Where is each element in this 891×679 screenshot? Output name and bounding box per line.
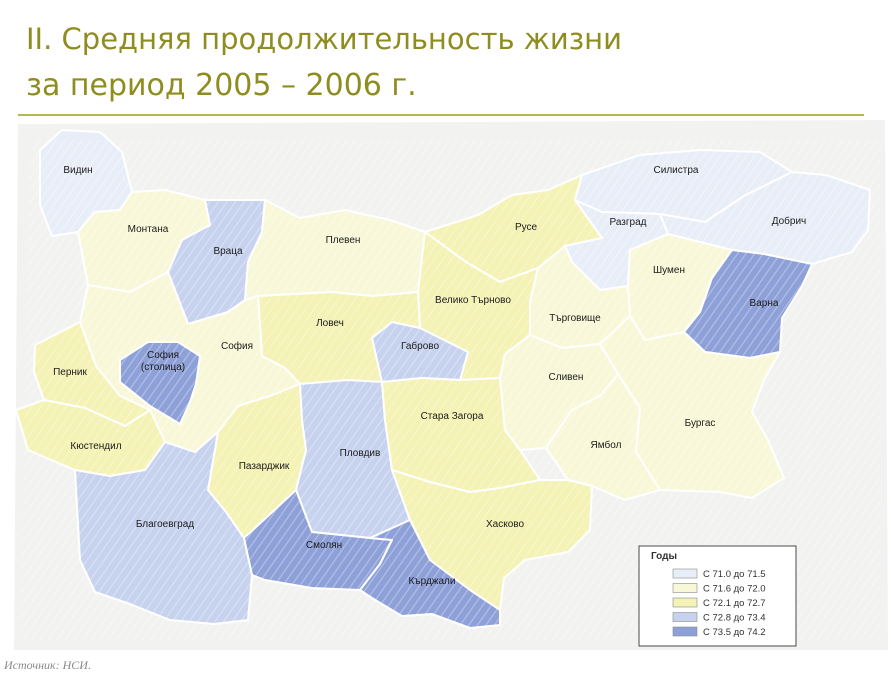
legend-label-4: С 72.8 до 73.4 (703, 613, 766, 624)
title-line-1: II. Средняя продолжительность жизни (26, 22, 622, 56)
legend-box (638, 545, 797, 647)
label-yambol: Ямбол (591, 439, 622, 451)
label-silistra: Силистра (654, 165, 699, 176)
label-sofia-city-capital: (столица) (141, 362, 185, 373)
label-haskovo: Хасково (486, 519, 524, 530)
legend-label-3: С 72.1 до 72.7 (703, 598, 766, 609)
legend-label-1: С 71.0 до 71.5 (703, 569, 766, 580)
label-kyustendil: Кюстендил (70, 441, 121, 452)
title-divider (18, 114, 864, 116)
legend: Годы С 71.0 до 71.5 С 71.6 до 72.0 С 72.1 … (638, 545, 797, 647)
label-pazardzhik: Пазарджик (239, 461, 290, 472)
legend-label-2: С 71.6 до 72.0 (703, 584, 766, 595)
legend-swatch-5 (672, 626, 698, 637)
legend-label-5: С 73.5 до 74.2 (703, 627, 766, 638)
source-note: Источник: НСИ. (4, 658, 91, 672)
label-montana: Монтана (128, 224, 169, 235)
label-sofia-city: София (147, 349, 179, 361)
label-sliven: Сливен (549, 372, 584, 383)
label-vidin: Видин (63, 165, 92, 176)
label-pleven: Плевен (326, 235, 361, 246)
label-plovdiv: Пловдив (340, 448, 381, 459)
label-burgas: Бургас (685, 418, 716, 429)
label-ruse: Русе (515, 222, 538, 233)
label-varna: Варна (750, 298, 779, 309)
legend-title: Годы (651, 551, 677, 562)
label-pernik: Перник (53, 367, 87, 378)
label-stara-zagora: Стара Загора (421, 411, 484, 422)
legend-swatch-3 (672, 597, 698, 608)
label-smolyan: Смолян (306, 540, 342, 551)
label-razgrad: Разград (610, 217, 647, 228)
label-kardzhali: Кърджали (409, 576, 456, 587)
legend-swatch-2 (672, 583, 698, 593)
label-shumen: Шумен (653, 265, 685, 276)
label-blagoevgrad: Благоевград (136, 519, 194, 530)
legend-swatch-4 (672, 612, 698, 622)
map-texture (20, 140, 880, 640)
legend-swatch-1 (672, 568, 698, 579)
label-dobrich: Добрич (772, 215, 807, 227)
label-sofia: София (221, 340, 253, 352)
bulgaria-life-expectancy-map: Видин Монтана Враца Плевен Русе Силистра… (14, 120, 888, 650)
title-line-2: за период 2005 – 2006 г. (26, 68, 417, 103)
label-veliko-tarnovo: Велико Търново (435, 295, 511, 306)
label-gabrovo: Габрово (401, 340, 439, 352)
label-lovech: Ловеч (316, 318, 344, 329)
label-targovishte: Търговище (549, 313, 601, 324)
label-vratsa: Враца (213, 246, 243, 257)
